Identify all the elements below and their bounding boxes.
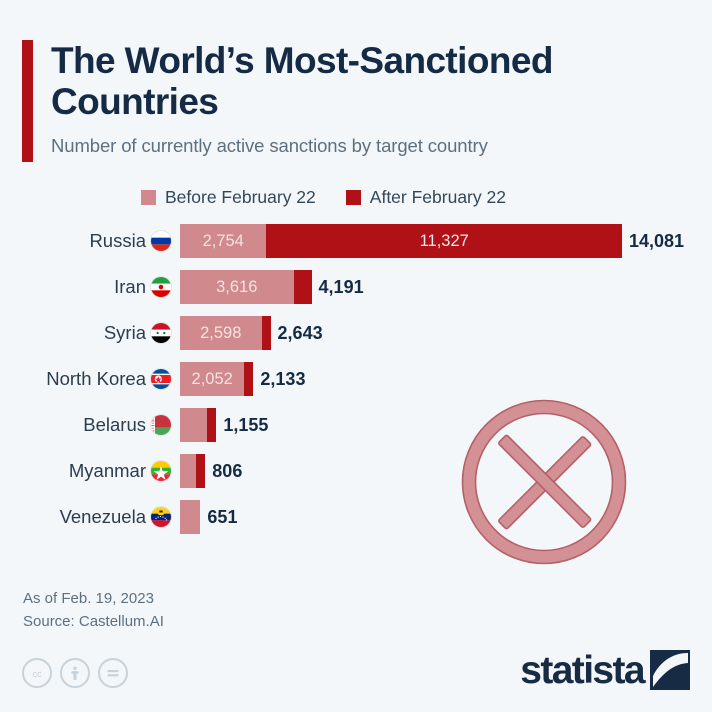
page-title: The World’s Most-Sanctioned Countries	[51, 40, 553, 123]
chart-legend: Before February 22 After February 22	[141, 187, 506, 208]
flag-venezuela-icon	[150, 506, 172, 528]
country-label: Syria	[103, 322, 146, 343]
by-icon[interactable]	[60, 658, 90, 688]
stacked-bar[interactable]: 2,052	[180, 362, 254, 396]
flag-iran-icon	[150, 276, 172, 298]
bar-segment-after[interactable]	[261, 316, 271, 350]
title-accent-bar	[22, 40, 33, 162]
legend-label-1: After February 22	[369, 187, 506, 207]
bar-total-label: 806	[212, 461, 243, 481]
chart-row: Myanmar 806	[0, 454, 712, 500]
bar-value-before: 3,616	[216, 277, 258, 296]
stacked-bar[interactable]: 3,616	[180, 270, 312, 304]
cc-icon[interactable]: cc	[22, 658, 52, 688]
bar-total-label: 2,133	[260, 369, 306, 389]
country-label: Venezuela	[59, 506, 146, 527]
bar-value-before: 2,052	[191, 369, 233, 388]
chart-row: Venezuela 651	[0, 500, 712, 546]
stacked-bar[interactable]	[180, 500, 201, 534]
bar-segment-after[interactable]: 11,327	[266, 224, 622, 258]
country-label: North Korea	[46, 368, 146, 389]
bar-value-before: 2,598	[200, 323, 242, 342]
bar-segment-before[interactable]: 2,052	[180, 362, 245, 396]
country-label: Iran	[114, 276, 146, 297]
bar-total-label: 651	[207, 507, 238, 527]
bar-segment-before[interactable]	[180, 408, 208, 442]
legend-label-0: Before February 22	[165, 187, 316, 207]
bar-total-label: 4,191	[318, 277, 364, 297]
country-label: Russia	[89, 230, 146, 251]
page-subtitle: Number of currently active sanctions by …	[51, 134, 488, 156]
statista-logo: statista	[520, 650, 690, 690]
country-label: Myanmar	[68, 460, 146, 481]
as-of-date: As of Feb. 19, 2023	[23, 590, 154, 607]
country-label: Belarus	[83, 414, 146, 435]
stacked-bar[interactable]: 2,754 11,327	[180, 224, 622, 258]
bar-segment-before[interactable]	[180, 454, 196, 488]
bar-segment-before[interactable]: 2,754	[180, 224, 267, 258]
svg-text:cc: cc	[33, 669, 43, 679]
statista-wordmark: statista	[520, 648, 645, 692]
bar-chart: Russia 2,754 11,327 14,081 Iran 3,616 4,191 Syr…	[0, 224, 712, 546]
statista-mark-icon	[650, 650, 690, 690]
chart-row: North Korea 2,052 2,133	[0, 362, 712, 408]
stacked-bar[interactable]: 2,598	[180, 316, 271, 350]
bar-total-label: 1,155	[223, 415, 269, 435]
nd-icon[interactable]	[98, 658, 128, 688]
bar-segment-before[interactable]	[180, 500, 201, 534]
stacked-bar[interactable]	[180, 408, 217, 442]
bar-segment-before[interactable]: 2,598	[180, 316, 262, 350]
chart-row: Belarus 1,155	[0, 408, 712, 454]
bar-value-before: 2,754	[202, 231, 244, 250]
chart-row: Syria 2,598 2,643	[0, 316, 712, 362]
chart-row: Iran 3,616 4,191	[0, 270, 712, 316]
prohibition-icon	[460, 398, 628, 566]
bar-value-after: 11,327	[419, 231, 469, 250]
bar-total-label: 2,643	[277, 323, 323, 343]
flag-syria-icon	[150, 322, 172, 344]
footnote: As of Feb. 19, 2023 Source: Castellum.AI	[23, 588, 164, 633]
legend-swatch-before	[141, 190, 156, 205]
chart-row: Russia 2,754 11,327 14,081	[0, 224, 712, 270]
legend-item-0: Before February 22	[141, 187, 316, 208]
bar-segment-before[interactable]: 3,616	[180, 270, 294, 304]
flag-russia-icon	[150, 230, 172, 252]
bar-segment-after[interactable]	[196, 454, 206, 488]
flag-myanmar-icon	[150, 460, 172, 482]
flag-north-korea-icon	[150, 368, 172, 390]
creative-commons-icons: cc	[22, 658, 128, 688]
bar-total-label: 14,081	[629, 231, 685, 251]
legend-item-1: After February 22	[345, 187, 506, 208]
header: The World’s Most-Sanctioned Countries Nu…	[22, 38, 682, 162]
flag-belarus-icon	[150, 414, 172, 436]
bar-segment-after[interactable]	[207, 408, 217, 442]
legend-swatch-after	[345, 190, 361, 205]
source-line: Source: Castellum.AI	[23, 612, 164, 630]
bar-segment-after[interactable]	[293, 270, 312, 304]
stacked-bar[interactable]	[180, 454, 206, 488]
bar-segment-after[interactable]	[244, 362, 254, 396]
